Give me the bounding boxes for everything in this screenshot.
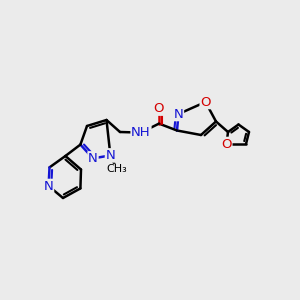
- Text: N: N: [44, 179, 53, 193]
- Text: NH: NH: [131, 126, 151, 139]
- Text: O: O: [200, 95, 211, 109]
- Text: O: O: [221, 137, 232, 151]
- Text: O: O: [154, 102, 164, 115]
- Text: CH₃: CH₃: [106, 164, 128, 175]
- Text: N: N: [88, 152, 98, 165]
- Text: N: N: [106, 149, 115, 162]
- Text: N: N: [174, 107, 183, 121]
